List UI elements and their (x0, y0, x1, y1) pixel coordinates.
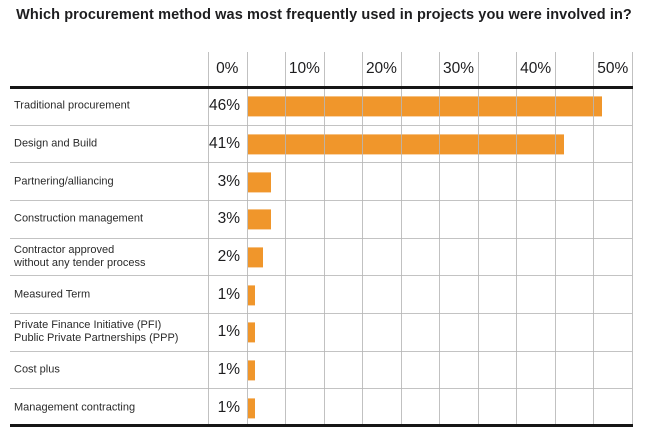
category-label-line: Private Finance Initiative (PFI) (14, 319, 162, 332)
table-row: Contractor approved without any tender pr… (10, 239, 632, 277)
table-row: Partnering/alliancing 3% (10, 163, 632, 201)
bar (247, 172, 271, 193)
category-label: Measured Term (14, 288, 90, 301)
x-tick-label: 50% (597, 60, 629, 77)
value-label: 3% (217, 210, 240, 228)
bar (247, 285, 256, 306)
gridline (516, 52, 518, 427)
value-label: 2% (217, 247, 240, 265)
x-tick-label: 20% (365, 60, 397, 77)
category-label-line: Public Private Partnerships (PPP) (14, 332, 179, 345)
gridline (246, 52, 248, 427)
x-tick-label: 10% (288, 60, 320, 77)
table-row: Construction management 3% (10, 201, 632, 239)
table-row: Traditional procurement 46% (10, 88, 632, 126)
category-label: Private Finance Initiative (PFI) Public P… (14, 319, 178, 345)
gridline (208, 52, 209, 427)
table-row: Measured Term 1% (10, 276, 632, 314)
table-row: Private Finance Initiative (PFI) Public P… (10, 314, 632, 352)
category-label-line: Design and Build (14, 137, 98, 150)
category-label-line: Contractor approved (14, 243, 115, 256)
table-row: Design and Build 41% (10, 126, 632, 164)
value-label: 1% (217, 360, 240, 378)
category-label-line: without any tender process (14, 256, 146, 269)
category-label: Cost plus (14, 363, 60, 376)
value-label: 1% (217, 399, 240, 417)
category-label-line: Construction management (14, 212, 144, 225)
value-label: 1% (217, 323, 240, 341)
x-tick-label: 40% (520, 60, 552, 77)
category-label: Construction management (14, 213, 143, 226)
axis-line-top (10, 86, 633, 89)
bar (247, 360, 256, 381)
gridline (362, 52, 364, 427)
bar (247, 134, 564, 155)
value-label: 46% (208, 97, 240, 115)
x-tick-label: 0% (216, 60, 239, 77)
value-label: 3% (217, 172, 240, 190)
category-label-line: Partnering/alliancing (14, 175, 114, 188)
table-row: Cost plus 1% (10, 352, 632, 390)
bar (247, 322, 256, 343)
category-label: Traditional procurement (14, 100, 130, 113)
gridline (593, 52, 595, 427)
table-row: Management contracting 1% (10, 389, 632, 427)
bar (247, 398, 256, 419)
value-label: 1% (217, 285, 240, 303)
category-label: Design and Build (14, 137, 97, 150)
chart-title: Which procurement method was most freque… (16, 7, 632, 23)
category-label-line: Traditional procurement (14, 99, 130, 112)
gridline (400, 52, 402, 427)
gridline (285, 52, 287, 427)
category-label-line: Management contracting (14, 401, 136, 414)
gridline (554, 52, 556, 427)
gridline (439, 52, 441, 427)
gridline (632, 52, 633, 427)
gridline (477, 52, 479, 427)
axis-line-bottom (10, 424, 633, 427)
x-tick-label: 30% (443, 60, 475, 77)
bar (247, 96, 603, 117)
category-label-line: Cost plus (14, 363, 60, 376)
bar (247, 209, 271, 230)
category-label: Contractor approved without any tender pr… (14, 244, 145, 270)
value-label: 41% (208, 134, 240, 152)
category-label: Partnering/alliancing (14, 175, 114, 188)
bar (247, 247, 263, 268)
category-label: Management contracting (14, 402, 135, 415)
gridline (323, 52, 325, 427)
category-label-line: Measured Term (14, 288, 91, 301)
